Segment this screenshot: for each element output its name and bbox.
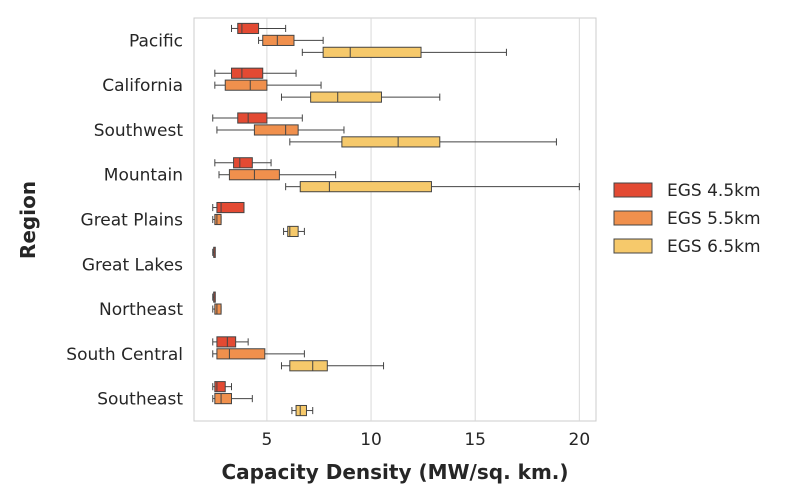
box — [212, 393, 253, 405]
iqr-box — [214, 213, 222, 226]
legend-item: EGS 5.5km — [613, 209, 761, 229]
box — [212, 213, 222, 226]
iqr-box — [295, 404, 307, 417]
box — [214, 67, 297, 79]
y-tick-label: Great Lakes — [82, 255, 183, 275]
iqr-box — [289, 360, 328, 372]
box — [212, 246, 216, 258]
box — [212, 336, 249, 348]
y-tick-label: California — [102, 76, 183, 96]
iqr-box — [262, 34, 295, 46]
box — [212, 291, 216, 303]
legend-swatch — [613, 210, 653, 226]
box — [289, 136, 557, 148]
legend-item: EGS 4.5km — [613, 181, 761, 201]
iqr-box — [214, 381, 226, 393]
box — [212, 381, 232, 393]
x-tick-label: 20 — [569, 430, 591, 450]
box — [216, 124, 345, 136]
iqr-box — [237, 22, 260, 35]
x-tick-label: 5 — [261, 430, 272, 450]
legend-label: EGS 5.5km — [667, 209, 761, 229]
iqr-box — [216, 201, 245, 214]
box — [230, 22, 287, 35]
x-axis-title: Capacity Density (MW/sq. km.) — [221, 460, 568, 484]
iqr-box — [224, 79, 268, 91]
x-tick-labels: 5 10 15 20 — [261, 430, 590, 450]
legend-swatch — [613, 238, 653, 254]
box — [214, 79, 322, 91]
y-tick-label: Northeast — [99, 300, 183, 320]
y-tick-label: Southeast — [97, 390, 183, 410]
iqr-box — [287, 225, 299, 238]
iqr-box — [233, 157, 253, 169]
y-tick-label: Mountain — [104, 166, 183, 186]
y-tick-labels: Pacific California Southwest Mountain Great … — [66, 31, 183, 409]
x-tick-label: 10 — [360, 430, 382, 450]
iqr-box — [216, 348, 266, 360]
y-tick-label: South Central — [66, 345, 183, 365]
y-tick-label: Pacific — [129, 31, 183, 51]
box — [212, 348, 305, 360]
legend-label: EGS 4.5km — [667, 181, 761, 201]
box-series — [212, 22, 580, 417]
box — [285, 181, 580, 193]
x-tick-label: 15 — [464, 430, 486, 450]
box — [283, 225, 305, 238]
iqr-box — [253, 124, 299, 136]
box — [291, 404, 314, 417]
iqr-box — [310, 91, 382, 103]
box — [212, 303, 222, 315]
y-tick-label: Southwest — [94, 121, 184, 141]
iqr-box — [230, 67, 264, 79]
iqr-box — [214, 303, 222, 315]
iqr-box — [322, 46, 422, 58]
box — [212, 201, 245, 214]
iqr-box — [214, 393, 232, 405]
iqr-box — [299, 181, 432, 193]
iqr-box — [216, 336, 237, 348]
iqr-box — [341, 136, 441, 148]
box — [212, 112, 303, 124]
legend-swatch — [613, 182, 653, 198]
legend: EGS 4.5km EGS 5.5km EGS 6.5km — [613, 181, 761, 257]
box — [301, 46, 507, 58]
y-tick-label: Great Plains — [81, 211, 184, 231]
box — [280, 91, 441, 103]
legend-item: EGS 6.5km — [613, 237, 761, 257]
y-axis-title: Region — [16, 181, 40, 259]
box — [218, 169, 337, 181]
box — [258, 34, 324, 46]
iqr-box — [237, 112, 268, 124]
box — [280, 360, 385, 372]
legend-label: EGS 6.5km — [667, 237, 761, 257]
box — [214, 157, 272, 169]
